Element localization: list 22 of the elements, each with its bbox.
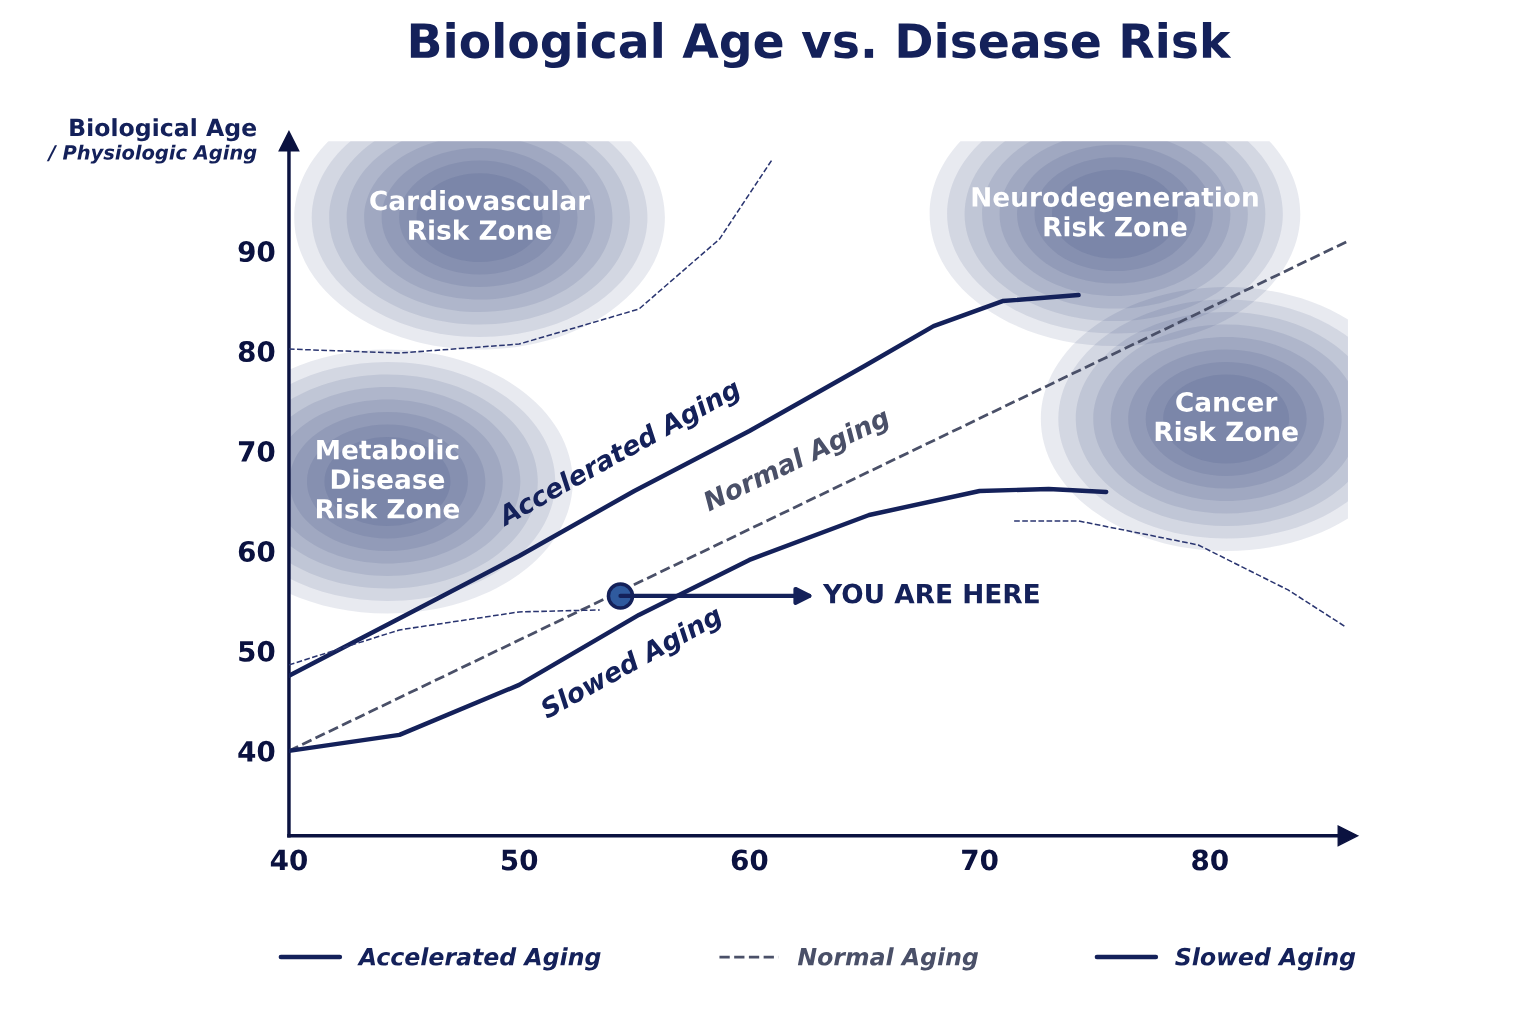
x-tick-label: 70 bbox=[962, 849, 998, 871]
annotation: Cardiovascular Risk Zone bbox=[370, 190, 591, 241]
x-tick-label: 60 bbox=[731, 849, 768, 871]
legend-label: Slowed Aging bbox=[1175, 947, 1356, 971]
chart-title: Biological Age vs. Disease Risk bbox=[410, 21, 1232, 69]
annotation: Cancer Risk Zone bbox=[1155, 391, 1298, 442]
x-tick-label: 40 bbox=[270, 849, 307, 871]
annotation: Neurodegeneration Risk Zone bbox=[972, 186, 1258, 237]
line-series bbox=[288, 158, 774, 354]
x-tick-label: 50 bbox=[501, 849, 538, 871]
y-tick-label: 70 bbox=[238, 440, 275, 462]
y-tick-label: 40 bbox=[238, 740, 275, 762]
x-tick-label: 80 bbox=[1192, 849, 1228, 871]
y-tick-label: 80 bbox=[238, 341, 275, 363]
y-axis-title: Biological Age / Physiologic Aging bbox=[46, 118, 257, 164]
annotation: Metabolic Disease Risk Zone bbox=[316, 439, 460, 519]
y-tick-label: 90 bbox=[238, 241, 275, 263]
legend-label: Accelerated Aging bbox=[357, 947, 601, 971]
y-tick-label: 60 bbox=[238, 540, 275, 562]
legend-label: Normal Aging bbox=[797, 947, 979, 971]
y-tick-label: 50 bbox=[239, 640, 275, 662]
annotation: YOU ARE HERE bbox=[822, 583, 1039, 604]
